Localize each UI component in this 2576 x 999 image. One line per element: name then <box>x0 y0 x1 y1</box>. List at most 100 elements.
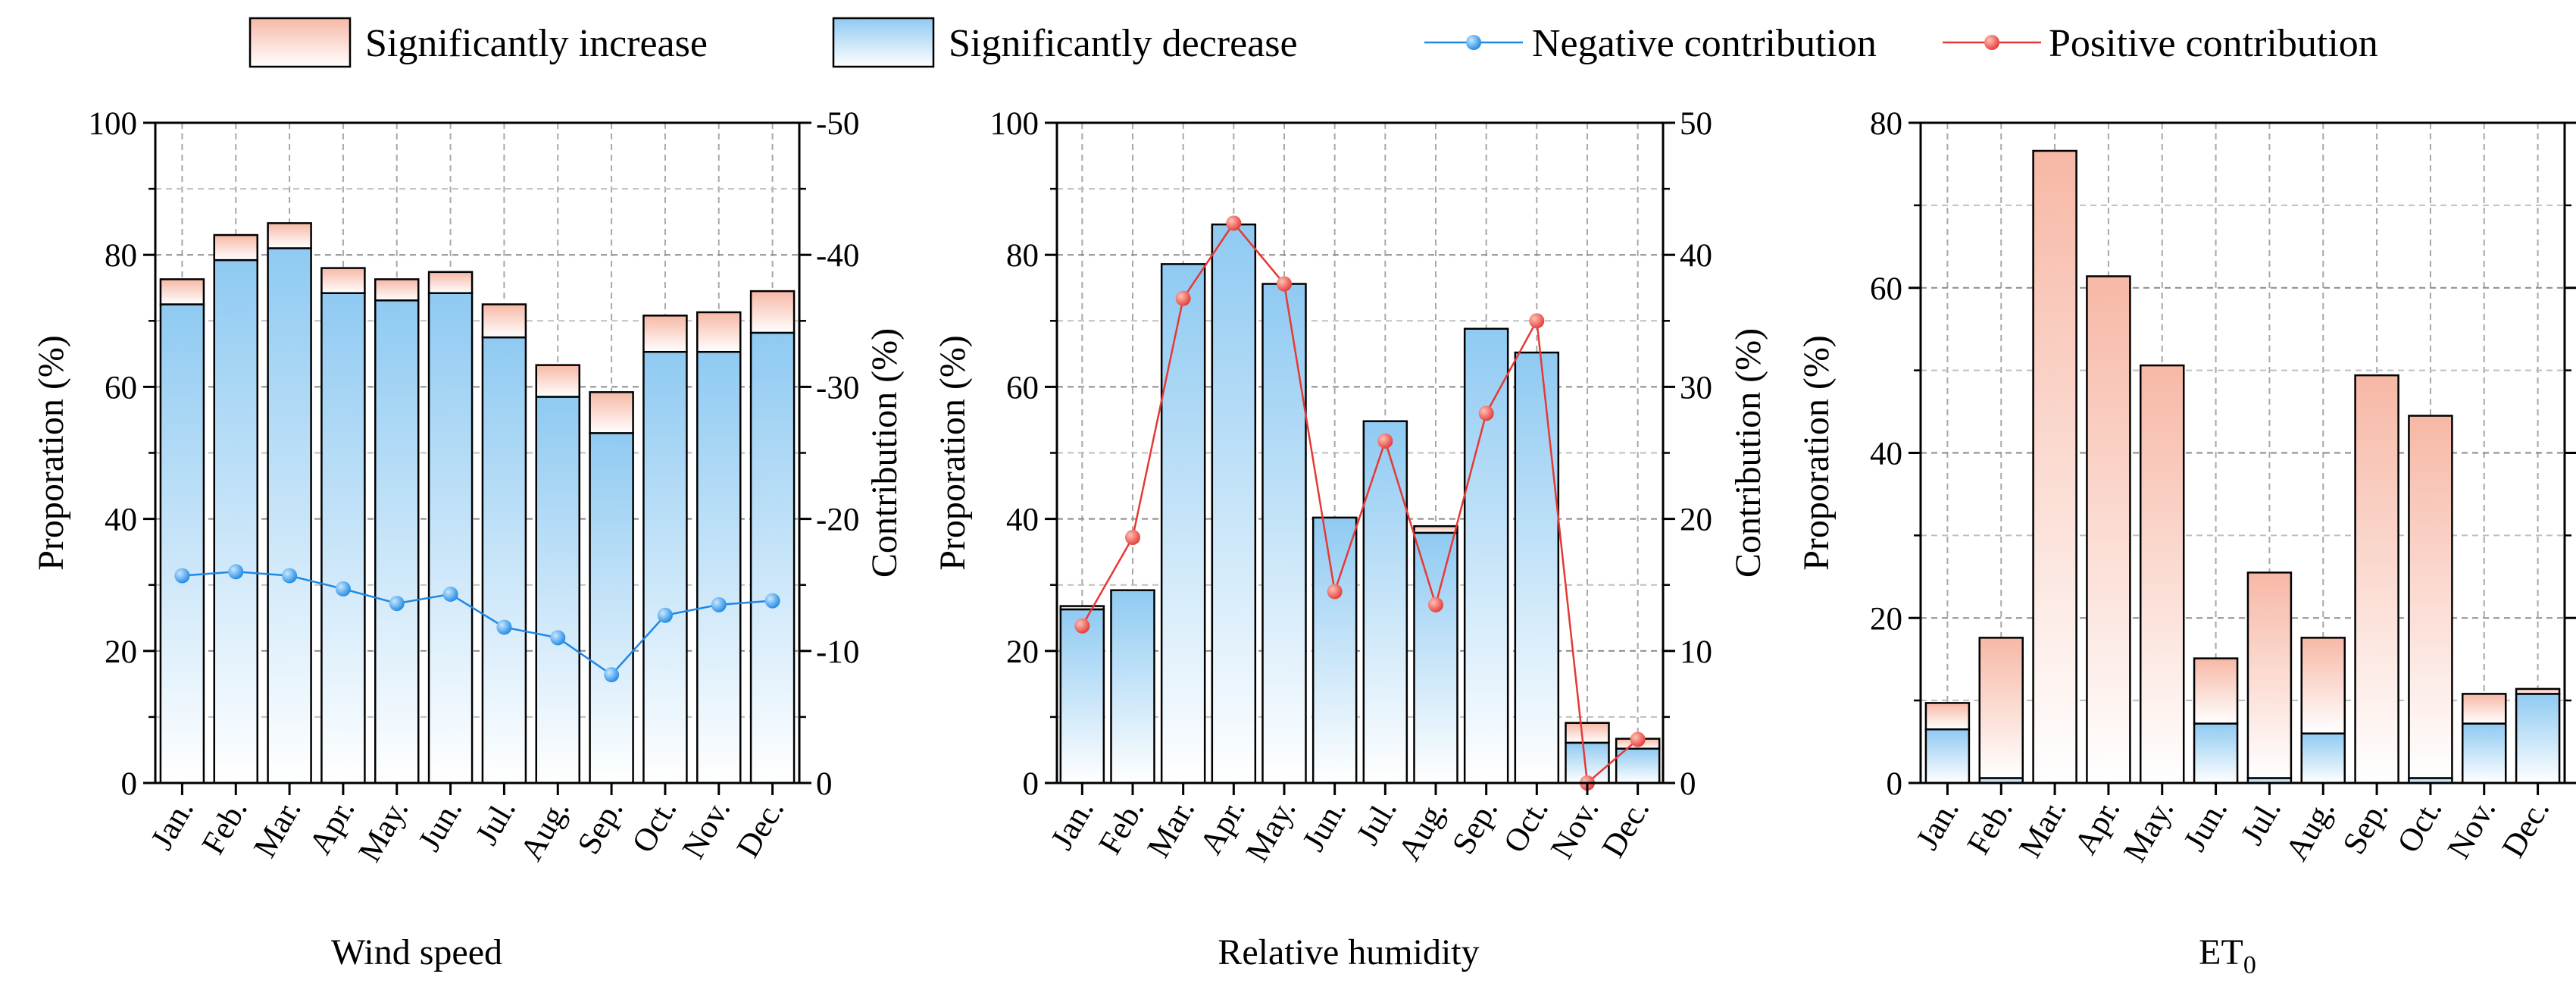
x-tick-label: Jun. <box>2177 794 2234 858</box>
y-tick-label: 60 <box>1870 271 1902 307</box>
bar-increase <box>2246 572 2293 779</box>
contribution-point <box>657 607 673 623</box>
bar-decrease <box>1924 728 1971 784</box>
bar-increase <box>696 311 742 353</box>
y2-tick-label: -40 <box>816 238 859 274</box>
bars <box>1924 149 2561 784</box>
y2-tick-label: -50 <box>816 106 859 142</box>
contribution-point <box>228 564 244 580</box>
bar-decrease <box>1615 747 1661 784</box>
legend-item-positive: Positive contribution <box>1943 22 2378 65</box>
bar-increase <box>2300 637 2346 734</box>
x-tick-label: Jan. <box>1909 794 1966 856</box>
y2-tick-label: -30 <box>816 370 859 406</box>
bar-decrease <box>1059 608 1105 784</box>
legend-item-decrease: Significantly decrease <box>832 17 1298 68</box>
y2-tick-label: 30 <box>1680 370 1712 406</box>
bar-decrease <box>1514 351 1560 784</box>
x-tick-label: Nov. <box>2441 794 2503 866</box>
y-axis-title: Proporation (%) <box>933 335 973 571</box>
x-tick-label: Dec. <box>730 794 792 864</box>
y-tick-label: 60 <box>105 370 137 406</box>
legend-label-positive: Positive contribution <box>2049 22 2378 65</box>
y2-axis-title: Contribution (%) <box>864 328 905 578</box>
legend-label-negative: Negative contribution <box>1532 22 1877 65</box>
x-tick-label: Jul. <box>469 794 523 851</box>
bar-increase <box>2032 149 2077 784</box>
contribution-point <box>335 581 351 597</box>
contribution-point <box>174 568 190 584</box>
x-tick-label: May. <box>352 794 415 869</box>
y-tick-label: 80 <box>1870 106 1902 142</box>
contribution-point <box>1428 597 1443 612</box>
x-axis-title: Relative humidity <box>1218 932 1479 972</box>
contribution-point <box>711 597 727 612</box>
bar-increase <box>642 315 688 353</box>
bar-decrease <box>1261 283 1307 784</box>
contribution-point <box>389 596 405 612</box>
bar-increase <box>1413 525 1458 534</box>
bar-decrease <box>1463 327 1509 784</box>
bar-increase <box>535 364 580 398</box>
x-tick-label: Oct. <box>625 794 683 860</box>
x-axis-title: ET0 <box>2199 932 2256 979</box>
bar-increase <box>2193 657 2239 725</box>
contribution-point <box>496 619 512 635</box>
x-tick-label: Nov. <box>1544 794 1606 866</box>
axes: 0 20 40 60 80 100 0 10 20 30 40 50 Contribution (%) J… <box>933 106 1768 972</box>
bar-increase <box>374 278 420 302</box>
y-tick-label: 0 <box>1887 766 1903 802</box>
bar-increase <box>2140 364 2185 784</box>
bar-decrease <box>749 331 796 784</box>
x-tick-label: May. <box>2117 794 2181 869</box>
contribution-point <box>1175 290 1191 306</box>
y-tick-label: 60 <box>1006 370 1039 406</box>
x-tick-label: May. <box>1240 794 1303 869</box>
bar-increase <box>589 391 634 434</box>
bar-decrease <box>213 258 258 784</box>
x-tick-label: Mar. <box>2012 794 2074 864</box>
x-tick-label: Aug. <box>2279 794 2342 867</box>
y-axis-title: Proporation (%) <box>1796 335 1837 571</box>
legend: Significantly increase Significantly dec… <box>249 17 2378 68</box>
y-tick-label: 40 <box>1870 437 1902 472</box>
x-tick-label: Jul. <box>2234 794 2288 851</box>
bar-increase <box>481 303 527 339</box>
x-axis-title-main: Relative humidity <box>1218 932 1479 972</box>
bar-decrease <box>159 303 205 784</box>
bars <box>159 222 796 784</box>
x-tick-label: Mar. <box>1141 794 1202 864</box>
y-tick-label: 0 <box>121 766 138 802</box>
y2-tick-label: -10 <box>816 634 859 670</box>
legend-dot-negative <box>1466 35 1481 50</box>
x-tick-label: Feb. <box>1961 794 2020 861</box>
x-tick-label: Aug. <box>1392 794 1455 867</box>
bar-increase <box>320 267 366 294</box>
y2-tick-label: 20 <box>1680 503 1712 538</box>
y-tick-label: 100 <box>89 106 138 142</box>
x-axis-title-subscript: 0 <box>2243 951 2256 979</box>
bar-increase <box>2354 374 2399 784</box>
y-tick-label: 20 <box>105 634 137 670</box>
contribution-point <box>442 586 458 602</box>
bar-increase <box>159 278 205 305</box>
y-axis-title: Proporation (%) <box>31 335 71 571</box>
bar-decrease <box>1110 589 1155 784</box>
bar-increase <box>2408 415 2453 779</box>
x-tick-label: Dec. <box>1596 794 1657 864</box>
legend-item-negative: Negative contribution <box>1424 22 1877 65</box>
bar-increase <box>1059 605 1105 611</box>
contribution-point <box>550 630 566 646</box>
contribution-point <box>1277 276 1292 292</box>
bar-increase <box>2515 687 2561 695</box>
x-tick-label: Sep. <box>571 794 630 861</box>
bar-increase <box>267 222 312 249</box>
bar-decrease <box>2300 732 2346 784</box>
legend-swatch-decrease <box>832 17 935 68</box>
bar-decrease <box>1362 420 1408 784</box>
contribution-series <box>1074 215 1646 791</box>
y-tick-label: 40 <box>105 503 137 538</box>
